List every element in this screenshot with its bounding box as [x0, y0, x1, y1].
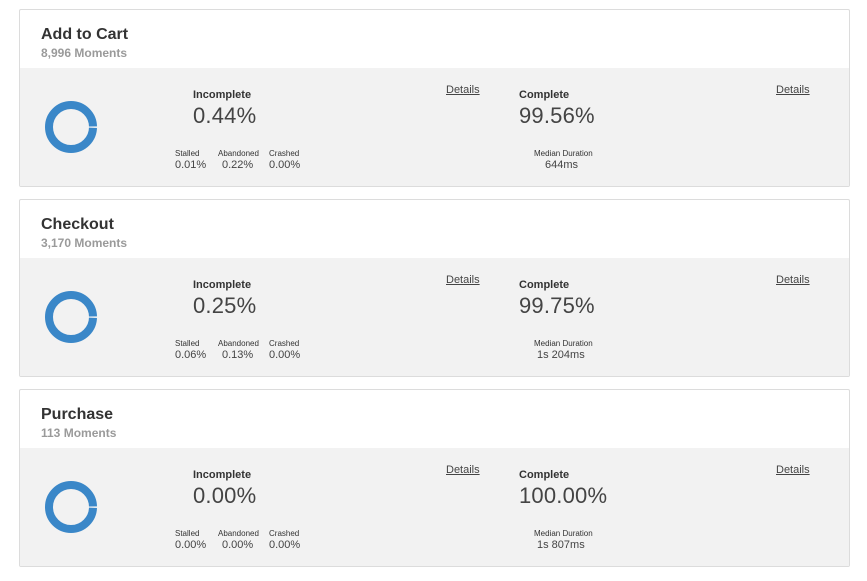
- crashed-label: Crashed: [269, 529, 300, 538]
- median-duration-label: Median Duration: [534, 339, 593, 348]
- crashed-label: Crashed: [269, 339, 300, 348]
- completion-donut: [44, 480, 98, 534]
- incomplete-label: Incomplete: [193, 89, 252, 101]
- stalled-label: Stalled: [175, 149, 200, 158]
- median-duration-value: 644ms: [545, 159, 579, 171]
- median-duration-value: 1s 807ms: [537, 539, 585, 551]
- crashed-value: 0.00%: [269, 539, 301, 551]
- complete-value: 99.75%: [519, 293, 595, 318]
- donut-gap-marker: [44, 100, 98, 154]
- card-title: Add to Cart: [41, 26, 129, 43]
- card-body: Incomplete 0.44% Details Stalled 0.01% A…: [20, 68, 849, 186]
- crashed-value: 0.00%: [269, 349, 301, 361]
- complete-value: 100.00%: [519, 483, 608, 508]
- incomplete-value: 0.00%: [193, 483, 257, 508]
- abandoned-value: 0.13%: [222, 349, 254, 361]
- complete-label: Complete: [519, 89, 570, 101]
- complete-details-link[interactable]: Details: [776, 274, 810, 286]
- card-header: Purchase 113 Moments: [20, 390, 849, 448]
- abandoned-label: Abandoned: [218, 149, 259, 158]
- stalled-value: 0.01%: [175, 159, 207, 171]
- donut-gap-marker: [44, 290, 98, 344]
- crashed-value: 0.00%: [269, 159, 301, 171]
- incomplete-value: 0.44%: [193, 103, 257, 128]
- card-body: Incomplete 0.25% Details Stalled 0.06% A…: [20, 258, 849, 376]
- abandoned-label: Abandoned: [218, 529, 259, 538]
- moments-count: 113 Moments: [41, 426, 117, 440]
- complete-label: Complete: [519, 279, 570, 291]
- moment-card-add-to-cart: Add to Cart 8,996 Moments Incomplete 0.4…: [19, 9, 850, 187]
- donut-complete-arc: [45, 101, 97, 153]
- moment-card-purchase: Purchase 113 Moments Incomplete 0.00% De…: [19, 389, 850, 567]
- card-header: Add to Cart 8,996 Moments: [20, 10, 849, 68]
- stalled-value: 0.00%: [175, 539, 207, 551]
- completion-donut: [44, 290, 98, 344]
- abandoned-label: Abandoned: [218, 339, 259, 348]
- donut-complete-arc: [45, 291, 97, 343]
- incomplete-details-link[interactable]: Details: [446, 84, 480, 96]
- moments-count: 3,170 Moments: [41, 236, 128, 250]
- incomplete-value: 0.25%: [193, 293, 257, 318]
- donut-gap-marker: [44, 480, 98, 534]
- stalled-value: 0.06%: [175, 349, 207, 361]
- complete-details-link[interactable]: Details: [776, 84, 810, 96]
- stalled-label: Stalled: [175, 339, 200, 348]
- card-title: Purchase: [41, 406, 114, 423]
- complete-value: 99.56%: [519, 103, 595, 128]
- incomplete-label: Incomplete: [193, 279, 252, 291]
- incomplete-label: Incomplete: [193, 469, 252, 481]
- donut-complete-arc: [45, 481, 97, 533]
- card-title: Checkout: [41, 216, 114, 233]
- incomplete-details-link[interactable]: Details: [446, 464, 480, 476]
- incomplete-details-link[interactable]: Details: [446, 274, 480, 286]
- complete-label: Complete: [519, 469, 570, 481]
- abandoned-value: 0.22%: [222, 159, 254, 171]
- card-body: Incomplete 0.00% Details Stalled 0.00% A…: [20, 448, 849, 566]
- median-duration-label: Median Duration: [534, 149, 593, 158]
- completion-donut: [44, 100, 98, 154]
- moments-count: 8,996 Moments: [41, 46, 128, 60]
- complete-details-link[interactable]: Details: [776, 464, 810, 476]
- median-duration-value: 1s 204ms: [537, 349, 585, 361]
- median-duration-label: Median Duration: [534, 529, 593, 538]
- stalled-label: Stalled: [175, 529, 200, 538]
- crashed-label: Crashed: [269, 149, 300, 158]
- moment-card-checkout: Checkout 3,170 Moments Incomplete 0.25% …: [19, 199, 850, 377]
- card-header: Checkout 3,170 Moments: [20, 200, 849, 258]
- abandoned-value: 0.00%: [222, 539, 254, 551]
